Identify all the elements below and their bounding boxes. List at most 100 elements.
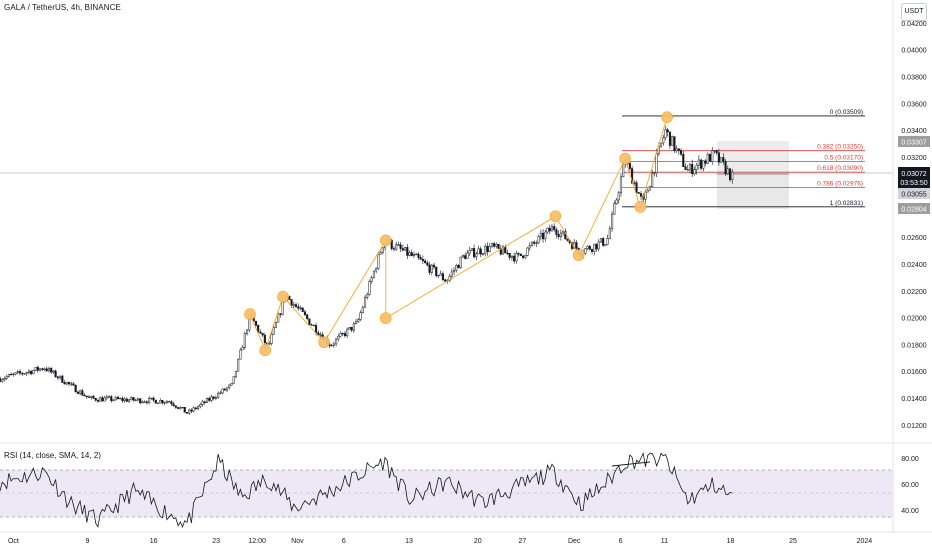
candle-body — [435, 266, 438, 277]
candle-body — [713, 150, 716, 152]
last-price-text: 0.03072 — [901, 171, 926, 178]
candle-body — [134, 399, 137, 401]
candle-body — [662, 137, 665, 144]
candle-body — [330, 345, 333, 347]
pattern-point[interactable] — [259, 344, 272, 357]
candle-body — [232, 376, 235, 384]
candle-body — [533, 241, 536, 244]
price-axis[interactable]: 0.04200 0.04000 0.03800 0.03600 0.03400 0.032… — [901, 21, 926, 430]
candle-body — [125, 398, 128, 402]
candle-body — [697, 159, 700, 166]
candle-body — [506, 252, 509, 254]
candle-body — [136, 398, 140, 401]
candle-body — [254, 321, 258, 326]
candle-body — [350, 326, 353, 331]
candle-body — [602, 238, 605, 246]
harmonic-pattern[interactable] — [244, 111, 673, 357]
candle-body — [430, 264, 433, 273]
candle-body — [3, 378, 6, 380]
time-tick-label: 18 — [727, 538, 735, 545]
candle-body — [473, 248, 476, 258]
pattern-point[interactable] — [318, 336, 330, 349]
candle-body — [343, 333, 347, 337]
candle-body — [706, 154, 709, 164]
rsi-series — [0, 451, 733, 528]
time-tick-label: Dec — [568, 538, 581, 545]
candle-body — [495, 244, 498, 247]
price-tick-label: 0.03600 — [901, 101, 926, 108]
candle-body — [711, 150, 714, 162]
candle-body — [352, 323, 355, 331]
price-tick-label: 0.02400 — [901, 262, 926, 269]
candle-body — [637, 192, 640, 194]
candle-body — [666, 129, 669, 133]
candle-body — [441, 273, 444, 280]
price-tick-label: 0.01200 — [901, 423, 926, 430]
candle-body — [608, 228, 611, 239]
rsi-axis[interactable]: 80.00 60.00 40.00 — [901, 456, 919, 515]
pattern-leg — [639, 117, 668, 208]
candle-body — [726, 168, 729, 175]
time-tick-label: 13 — [405, 538, 413, 545]
candle-body — [76, 391, 79, 394]
candle-body — [39, 368, 42, 371]
candle-body — [361, 306, 364, 313]
candle-body — [648, 186, 651, 191]
candle-body — [179, 407, 182, 409]
time-tick-label: 9 — [86, 538, 90, 545]
candle-body — [521, 255, 525, 258]
pattern-point[interactable] — [379, 312, 392, 324]
candle-body — [355, 321, 358, 324]
pattern-point[interactable] — [634, 201, 647, 213]
candle-body — [704, 160, 707, 164]
candle-body — [553, 226, 556, 230]
candle-body — [508, 252, 511, 258]
candle-body — [728, 168, 732, 181]
candle-body — [181, 406, 184, 409]
candle-body — [105, 396, 108, 399]
candle-body — [47, 368, 51, 372]
price-label-zone-bottom-text: 0.02804 — [901, 207, 926, 214]
pattern-point[interactable] — [661, 111, 673, 123]
candle-body — [651, 172, 654, 187]
candle-body — [375, 268, 378, 272]
time-axis[interactable]: Oct 9 16 23 12:00 Nov 6 13 20 27 Dec 6 11 18 25 2024 — [8, 538, 872, 545]
candle-body — [130, 397, 133, 401]
candle-body — [341, 333, 344, 335]
candle-body — [481, 253, 485, 255]
candle-body — [677, 148, 680, 151]
time-tick-label: 20 — [474, 538, 482, 545]
rsi-indicator-header[interactable]: RSI (14, close, SMA, 14, 2) — [4, 451, 101, 460]
candle-body — [139, 398, 142, 404]
candle-body — [493, 243, 496, 247]
candle-body — [36, 366, 39, 371]
price-tick-label: 0.04000 — [901, 48, 926, 55]
price-label-zone-bottom: 0.02804 — [898, 203, 930, 214]
pattern-point[interactable] — [572, 249, 585, 261]
candle-body — [348, 326, 351, 330]
currency-button[interactable]: USDT — [901, 3, 927, 21]
pattern-point[interactable] — [619, 152, 631, 165]
candle-body — [1, 379, 4, 382]
pattern-point[interactable] — [244, 308, 256, 320]
pattern-leg — [282, 296, 325, 343]
pattern-point[interactable] — [277, 290, 289, 303]
candle-body — [246, 329, 249, 334]
symbol-header[interactable]: GALA / TetherUS, 4h, BINANCE — [4, 3, 121, 12]
candle-body — [346, 328, 349, 337]
candle-body — [675, 148, 678, 151]
time-tick-label: 23 — [212, 538, 220, 545]
candle-body — [611, 213, 614, 229]
candle-body — [519, 253, 522, 256]
pattern-point[interactable] — [379, 234, 392, 247]
pattern-point[interactable] — [549, 210, 562, 223]
candle-body — [257, 324, 260, 333]
time-tick-label: 2024 — [857, 538, 873, 545]
candle-body — [217, 392, 220, 398]
candle-body — [404, 247, 407, 251]
candle-body — [466, 252, 469, 259]
countdown-text: 03:53:50 — [900, 180, 927, 187]
candle-body — [128, 399, 131, 402]
candle-body — [366, 294, 369, 298]
